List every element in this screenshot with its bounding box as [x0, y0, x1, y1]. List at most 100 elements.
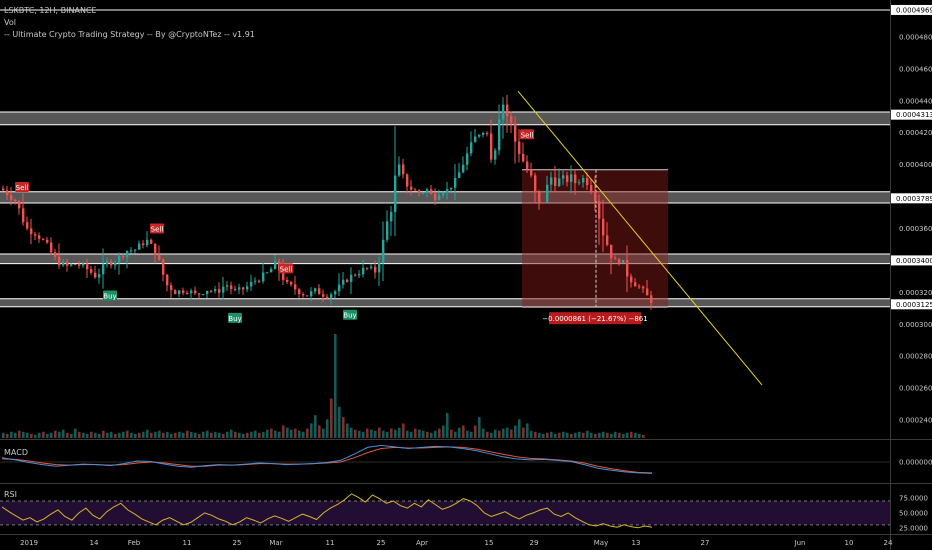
signal-badge-sell: [520, 129, 534, 140]
volume-bar: [290, 429, 293, 438]
rsi-pane: [0, 493, 890, 529]
candle-body: [22, 208, 25, 223]
volume-bar: [318, 425, 321, 438]
volume-bar: [246, 432, 249, 438]
candle-body: [110, 261, 113, 266]
candle-body: [338, 284, 341, 292]
volume-bar: [282, 425, 285, 438]
level-tag: 0.0003400: [896, 257, 932, 265]
volume-bar: [314, 415, 317, 438]
time-tick-label: May: [594, 539, 608, 547]
level-tag-bg: [891, 109, 932, 120]
signal-badge-buy: [103, 290, 117, 301]
candle-body: [258, 280, 261, 282]
candle-body: [58, 256, 61, 266]
candle-body: [366, 267, 369, 269]
candle-body: [334, 291, 337, 295]
measure-label-bg: [549, 312, 641, 325]
candle-body: [38, 235, 41, 239]
volume-bar: [114, 433, 117, 438]
volume-bar: [106, 432, 109, 438]
candle-body: [330, 294, 333, 299]
volume-bar: [378, 427, 381, 438]
volume-bar: [298, 430, 301, 438]
volume-bar: [322, 428, 325, 438]
volume-bar: [14, 432, 17, 438]
candle-body: [154, 243, 157, 255]
time-tick-label: 24: [884, 539, 893, 547]
candle-body: [378, 262, 381, 273]
rsi-band: [0, 500, 890, 525]
volume-bar: [466, 430, 469, 438]
volume-bar: [26, 432, 29, 438]
signal-label: Buy: [103, 293, 116, 301]
level-tag: 0.0003789: [896, 195, 932, 203]
time-tick-label: 10: [845, 539, 854, 547]
candle-body: [482, 133, 485, 135]
candle-body: [146, 239, 149, 246]
signal-badge-sell: [150, 223, 164, 234]
price-candles: [2, 94, 653, 310]
candle-body: [46, 239, 49, 243]
trendline[interactable]: [517, 90, 763, 386]
volume-bar: [142, 431, 145, 438]
candle-body: [138, 243, 141, 250]
volume-bar: [374, 430, 377, 438]
sr-zone-2: [0, 254, 890, 264]
candle-body: [394, 175, 397, 212]
signal-label: Buy: [228, 315, 241, 323]
candle-body: [370, 266, 373, 269]
candle-body: [266, 272, 269, 274]
candle-body: [590, 185, 593, 192]
candle-body: [106, 261, 109, 265]
candle-body: [526, 161, 529, 170]
volume-bar: [610, 433, 613, 438]
volume-bar: [130, 432, 133, 438]
volume-bar: [30, 433, 33, 438]
signal-badge-buy: [343, 309, 357, 320]
volume-bar: [498, 430, 501, 438]
candle-body: [566, 175, 569, 182]
candle-body: [562, 175, 565, 179]
candle-body: [410, 186, 413, 190]
level-tag-bg: [891, 193, 932, 204]
volume-bar: [194, 432, 197, 438]
candle-body: [442, 192, 445, 196]
candle-body: [558, 178, 561, 186]
candle-body: [282, 270, 285, 281]
candle-body: [594, 191, 597, 202]
candle-body: [518, 141, 521, 154]
volume-bar: [146, 429, 149, 438]
price-tick-label: 25.0000: [899, 524, 928, 532]
volume-bar: [422, 430, 425, 438]
candle-body: [514, 123, 517, 142]
volume-bar: [430, 432, 433, 438]
volume-bar: [222, 433, 225, 438]
candle-body: [578, 182, 581, 184]
candle-body: [234, 288, 237, 290]
volume-bar: [98, 433, 101, 438]
candle-body: [402, 164, 405, 175]
candle-body: [126, 251, 129, 258]
volume-bar: [410, 431, 413, 438]
candle-body: [414, 189, 417, 191]
candle-body: [314, 288, 317, 292]
candle-body: [422, 192, 425, 194]
volume-bar: [606, 432, 609, 438]
volume-bar: [74, 428, 77, 438]
volume-bar: [162, 432, 165, 438]
time-axis[interactable]: 2019 14 Feb 11 25 Mar 11 25 Apr 15 29 May 13 27 Jun 10 2…: [20, 539, 893, 547]
candle-body: [210, 290, 213, 292]
candle-body: [274, 261, 277, 269]
volume-bar: [630, 431, 633, 438]
price-tick-label: 0.0000000: [899, 459, 932, 467]
time-tick-label: 25: [377, 539, 386, 547]
candle-body: [638, 286, 641, 288]
candle-body: [174, 290, 177, 295]
signal-badge-sell: [15, 181, 29, 192]
